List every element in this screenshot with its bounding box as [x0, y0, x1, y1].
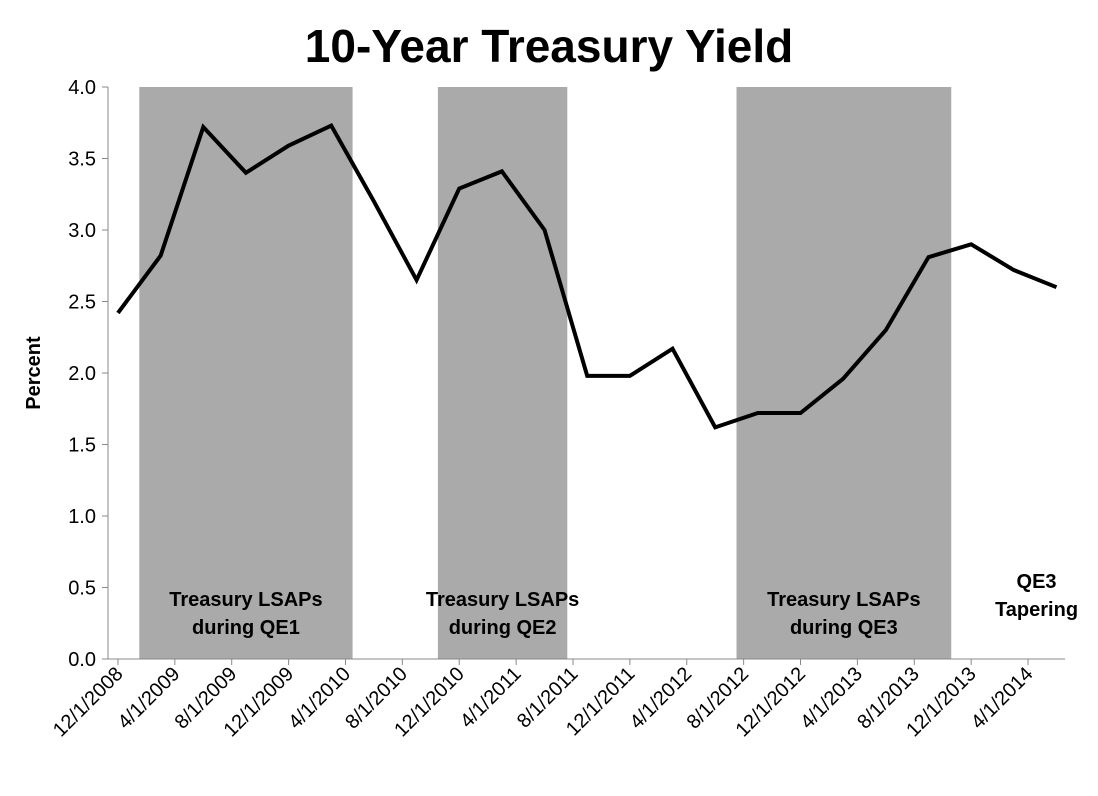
region-label: during QE3 [790, 617, 898, 639]
x-tick-label: 4/1/2013 [796, 663, 867, 734]
shaded-region [437, 87, 568, 659]
y-tick-label: 0.0 [68, 649, 96, 671]
y-tick-label: 2.0 [68, 363, 96, 385]
x-tick-label: 12/1/2008 [49, 663, 127, 741]
region-label: Treasury LSAPs [169, 589, 322, 611]
y-tick-label: 4.0 [68, 77, 96, 99]
region-label: during QE2 [449, 617, 557, 639]
x-tick-label: 4/1/2009 [114, 663, 185, 734]
y-tick-label: 1.0 [68, 506, 96, 528]
x-tick-label: 4/1/2010 [284, 663, 355, 734]
y-tick-label: 2.5 [68, 292, 96, 314]
line [116, 123, 1058, 430]
shaded-region [139, 87, 353, 659]
chart-title: 10-Year Treasury Yield [305, 20, 793, 72]
x-tick-label: 4/1/2014 [967, 663, 1038, 734]
y-tick-label: 1.5 [68, 435, 96, 457]
y-tick-label: 0.5 [68, 578, 96, 600]
region-label: Treasury LSAPs [426, 589, 579, 611]
y-tick-label: 3.5 [68, 149, 96, 171]
y-axis-label: Percent [23, 336, 45, 410]
y-tick-label: 3.0 [68, 220, 96, 242]
region-label: during QE1 [192, 617, 300, 639]
shaded-region [736, 87, 952, 659]
annotation: QE3 [1017, 571, 1057, 593]
x-tick-label: 4/1/2012 [626, 663, 697, 734]
region-label: Treasury LSAPs [767, 589, 920, 611]
x-tick-label: 4/1/2011 [456, 663, 526, 733]
annotation: Tapering [995, 599, 1078, 621]
